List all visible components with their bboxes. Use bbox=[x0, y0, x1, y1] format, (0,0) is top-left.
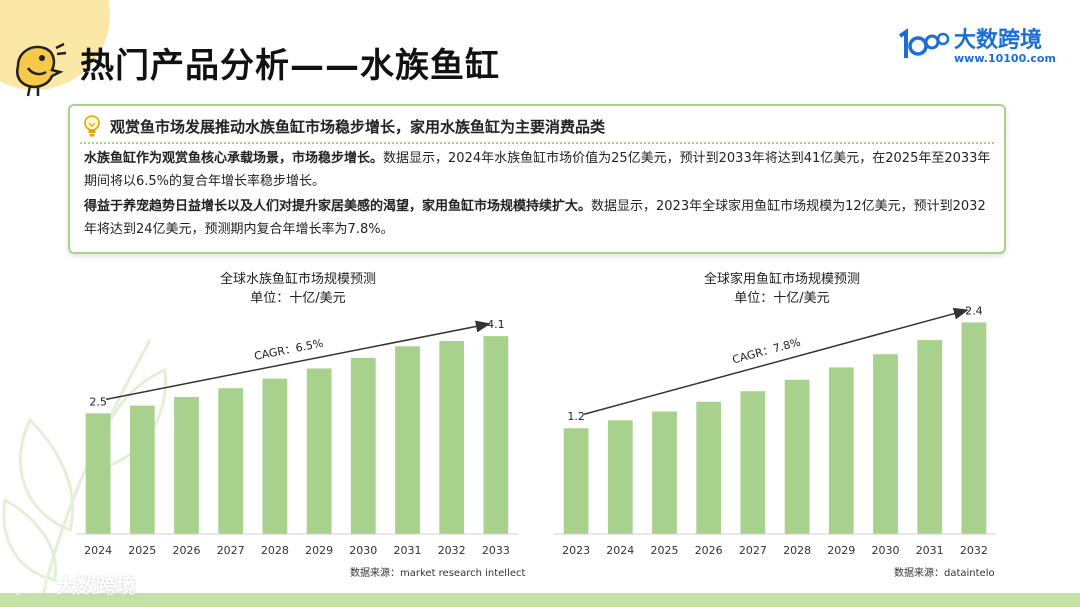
x-tick-label: 2030 bbox=[349, 544, 377, 557]
bar bbox=[439, 340, 465, 534]
x-tick-label: 2032 bbox=[960, 544, 988, 557]
summary-heading: 观赏鱼市场发展推动水族鱼缸市场稳步增长，家用水族鱼缸为主要消费品类 bbox=[110, 117, 606, 136]
paragraph-2-text: 数据显示，2023年全球家用鱼缸市场规模为12亿美元，预计到2032年将达到24… bbox=[84, 199, 986, 237]
page-title: 热门产品分析——水族鱼缸 bbox=[80, 46, 500, 86]
x-tick-label: 2025 bbox=[651, 544, 679, 557]
watermark-text: 大数跨境 bbox=[56, 574, 136, 598]
bird-logo-icon bbox=[16, 42, 67, 97]
data-label: 2.5 bbox=[89, 395, 107, 408]
chart-svg: 2024 2025 2026 2027 2028 2029 2030 2031 2032 2033… bbox=[76, 318, 518, 557]
watermark-logo-icon bbox=[12, 573, 49, 595]
x-tick-label: 2033 bbox=[482, 544, 510, 557]
bar bbox=[306, 368, 332, 534]
brand-10100-icon bbox=[898, 28, 950, 58]
chart-title: 全球水族鱼缸市场规模预测 单位：十亿/美元 bbox=[60, 270, 536, 308]
summary-box: 观赏鱼市场发展推动水族鱼缸市场稳步增长，家用水族鱼缸为主要消费品类 水族鱼缸作为… bbox=[68, 104, 1006, 254]
paragraph-1-text: 数据显示，2024年水族鱼缸市场价值为25亿美元，预计到2033年将达到41亿美… bbox=[84, 151, 991, 189]
brand-logo: 大数跨境 www.10100.com bbox=[896, 22, 1056, 68]
bar bbox=[961, 322, 987, 534]
bar bbox=[784, 379, 810, 534]
bar bbox=[740, 391, 766, 534]
paragraph-home-aquarium: 得益于养宠趋势日益增长以及人们对提升家居美感的渴望，家用鱼缸市场规模持续扩大。数… bbox=[84, 195, 996, 241]
x-tick-label: 2027 bbox=[217, 544, 245, 557]
cagr-annotation: CAGR：7.8% bbox=[731, 336, 802, 367]
chart-source: 数据来源：dataintelo bbox=[894, 568, 995, 579]
paragraph-1-bold: 水族鱼缸作为观赏鱼核心承载场景，市场稳步增长。 bbox=[84, 151, 384, 166]
chart-unit-text: 单位：十亿/美元 bbox=[734, 291, 830, 306]
x-tick-label: 2026 bbox=[695, 544, 723, 557]
data-label: 4.1 bbox=[487, 318, 505, 331]
bar bbox=[917, 340, 943, 534]
bottom-bar bbox=[0, 593, 1080, 607]
chart-unit-text: 单位：十亿/美元 bbox=[250, 291, 346, 306]
summary-header: 观赏鱼市场发展推动水族鱼缸市场稳步增长，家用水族鱼缸为主要消费品类 bbox=[82, 114, 605, 138]
bar bbox=[262, 378, 288, 534]
lightbulb-icon bbox=[84, 115, 100, 137]
bar bbox=[607, 420, 633, 534]
x-tick-label: 2024 bbox=[606, 544, 634, 557]
trend-arrow bbox=[105, 320, 491, 401]
x-tick-label: 2032 bbox=[438, 544, 466, 557]
bar bbox=[873, 354, 898, 534]
dotted-divider bbox=[80, 142, 994, 144]
bar bbox=[395, 346, 420, 534]
brand-url: www.10100.com bbox=[954, 52, 1056, 65]
chart-source: 数据来源：market research intellect bbox=[350, 568, 526, 579]
x-tick-label: 2031 bbox=[394, 544, 422, 557]
x-tick-label: 2026 bbox=[173, 544, 201, 557]
x-tick-label: 2024 bbox=[84, 544, 112, 557]
trend-arrow bbox=[583, 307, 969, 415]
bar bbox=[174, 396, 199, 534]
bar bbox=[483, 336, 509, 534]
data-label: 2.4 bbox=[965, 304, 983, 317]
paragraph-2-bold: 得益于养宠趋势日益增长以及人们对提升家居美感的渴望，家用鱼缸市场规模持续扩大。 bbox=[84, 199, 592, 214]
chart-svg: 2023 2024 2025 2026 2027 2028 2029 2030 2031 2032… bbox=[554, 304, 996, 557]
bar bbox=[696, 401, 722, 534]
x-tick-label: 2028 bbox=[783, 544, 811, 557]
brand-name: 大数跨境 bbox=[954, 28, 1043, 53]
x-tick-label: 2031 bbox=[916, 544, 944, 557]
bar bbox=[129, 405, 155, 534]
x-tick-label: 2029 bbox=[305, 544, 333, 557]
x-tick-label: 2029 bbox=[827, 544, 855, 557]
chart-title-text: 全球家用鱼缸市场规模预测 bbox=[703, 272, 860, 287]
bar bbox=[350, 357, 376, 534]
chart-title-text: 全球水族鱼缸市场规模预测 bbox=[219, 272, 376, 287]
x-tick-label: 2023 bbox=[562, 544, 590, 557]
bar bbox=[85, 413, 111, 534]
x-tick-label: 2028 bbox=[261, 544, 289, 557]
x-tick-label: 2027 bbox=[739, 544, 767, 557]
chart-title: 全球家用鱼缸市场规模预测 单位：十亿/美元 bbox=[544, 270, 1020, 308]
bar bbox=[828, 367, 854, 534]
paragraph-aquarium-market: 水族鱼缸作为观赏鱼核心承载场景，市场稳步增长。数据显示，2024年水族鱼缸市场价… bbox=[84, 147, 996, 193]
x-tick-label: 2030 bbox=[872, 544, 900, 557]
bar bbox=[218, 388, 244, 534]
watermark: 大数跨境 bbox=[8, 570, 136, 599]
data-label: 1.2 bbox=[567, 410, 585, 423]
x-tick-label: 2025 bbox=[128, 544, 156, 557]
bar bbox=[652, 411, 677, 534]
bar bbox=[563, 428, 589, 534]
